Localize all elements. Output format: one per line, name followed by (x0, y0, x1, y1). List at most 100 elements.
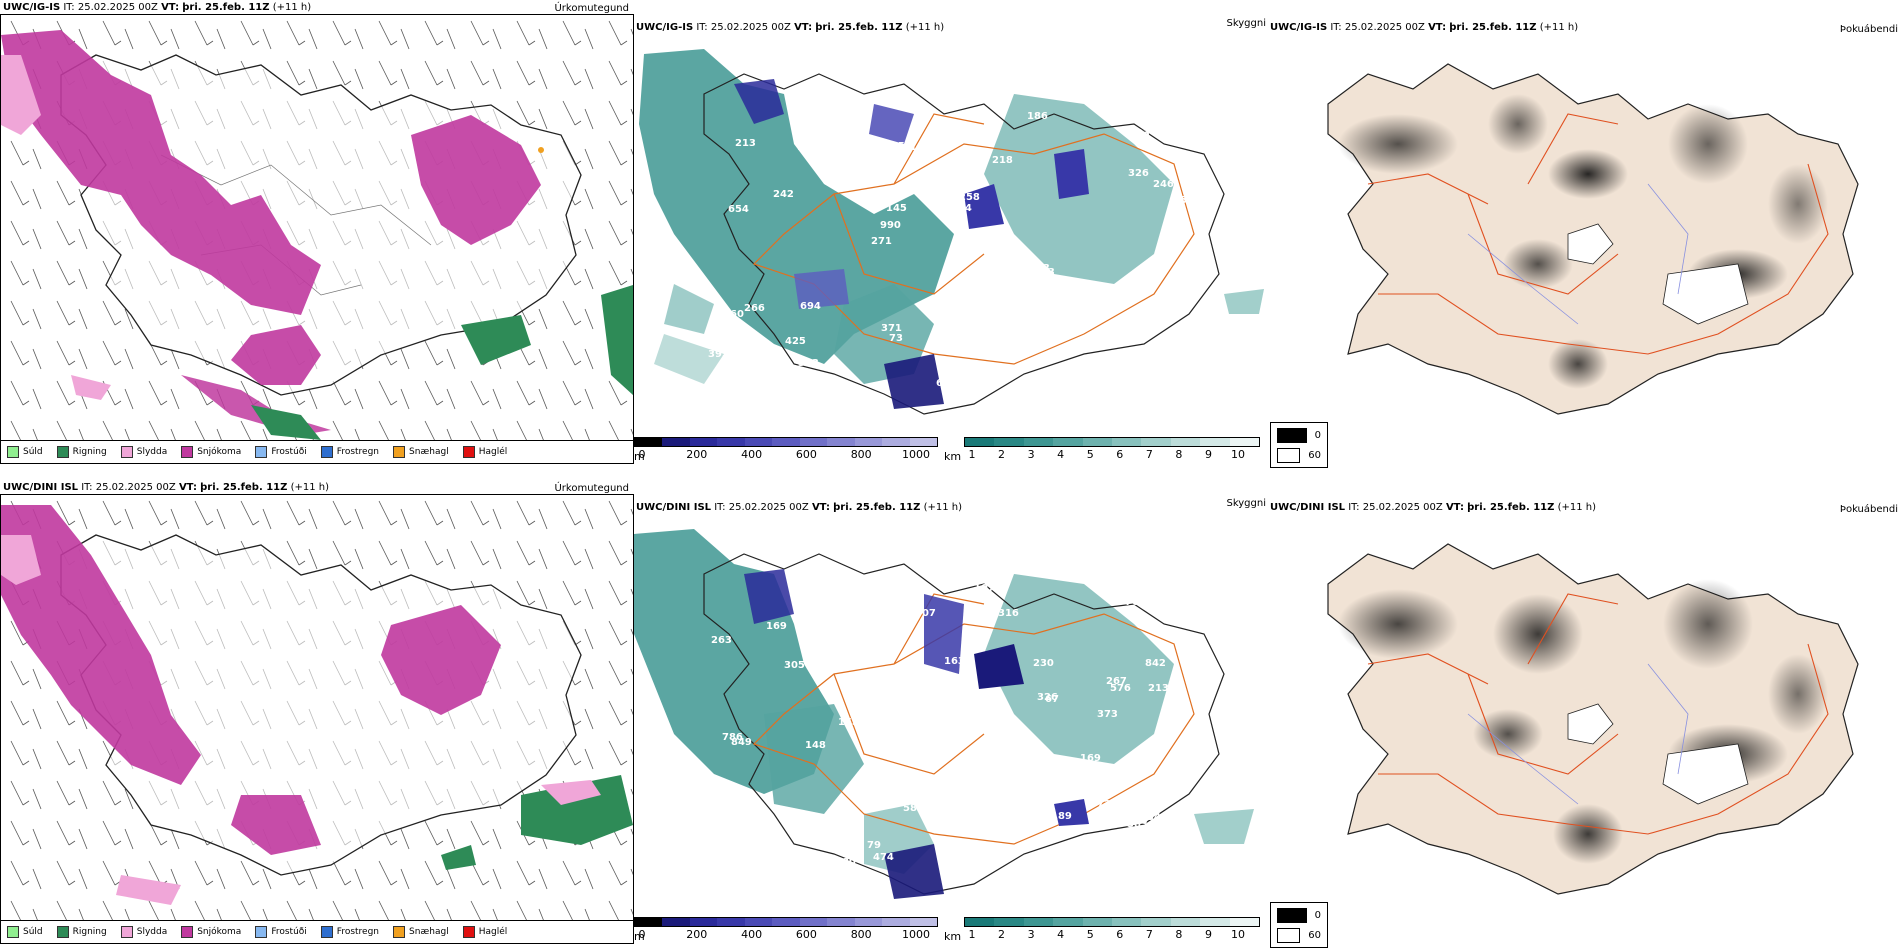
ceiling-value-label: 425 (785, 336, 806, 347)
ceiling-value-label: 760 (1125, 597, 1146, 608)
ceiling-value-label: 148 (805, 740, 826, 751)
colorbar-tick: 800 (850, 928, 872, 941)
ceiling-value-label: 293 (713, 368, 734, 379)
ceiling-value-label: 233 (1034, 267, 1055, 278)
panel-header: UWC/DINI ISL IT: 25.02.2025 00Z VT: þri.… (3, 482, 330, 493)
lead-time: (+11 h) (272, 2, 312, 13)
ceiling-value-label: 213 (735, 138, 756, 149)
ceiling-value-label: 990 (880, 220, 901, 231)
ceiling-value-label: 576 (1110, 683, 1131, 694)
ceiling-value-label: 267 (1106, 676, 1127, 687)
ceiling-value-label: 169 (1080, 753, 1101, 764)
visibility-map: 721 842 454 163 283 741 267 315 760 305 213 263 373 4… (634, 529, 1254, 899)
ceiling-value-label: 474 (873, 852, 894, 863)
ceiling-value-label: 454 (1140, 812, 1161, 823)
colorbar-tick: 6 (1116, 448, 1124, 461)
ceiling-value-label: 923 (1129, 128, 1150, 139)
legend-item: Rigning (56, 446, 107, 458)
it-value: 25.02.2025 00Z (77, 2, 158, 13)
ceiling-value-label: 180 (752, 367, 773, 378)
colorbar-tick: 5 (1086, 928, 1094, 941)
colorbar-cell (1170, 438, 1201, 446)
legend-item: Haglél (462, 446, 507, 458)
legend-item: Súld (7, 446, 43, 458)
colorbar-cell (689, 918, 718, 926)
legend-item: 0 (1277, 908, 1321, 923)
ceiling-value-label: 213 (1148, 683, 1169, 694)
visibility-map: 944 654 923 271 218 180 155 279 266 668 392 425 191 2… (639, 49, 1264, 415)
ceiling-value-label: 451 (825, 178, 846, 189)
colorbar-tick: 6 (1116, 928, 1124, 941)
vt-value: þri. 25.feb. 11Z (182, 2, 270, 13)
colorbar-cell (1112, 438, 1142, 446)
fog-panel-bottom: UWC/DINI ISL IT: 25.02.2025 00Z VT: þri.… (1268, 494, 1900, 948)
ceiling-value-label: 73 (889, 333, 903, 344)
colorbar-tick: 2 (998, 928, 1006, 941)
colorbar-tick: 800 (850, 448, 872, 461)
colorbar-cell (1200, 438, 1230, 446)
vt-label: VT: (161, 2, 180, 13)
colorbar-cell (662, 438, 690, 446)
colorbar-tick: 10 (1231, 448, 1245, 461)
colorbar-cell (994, 918, 1024, 926)
colorbar-tick: 8 (1175, 448, 1183, 461)
colorbar-tick: 600 (795, 928, 817, 941)
colorbar-cell (994, 438, 1024, 446)
legend-item: Snjókoma (181, 446, 241, 458)
ceiling-value-label: 186 (1027, 111, 1048, 122)
ceiling-value-label: 824 (719, 803, 740, 814)
colorbar-tick: 0 (638, 928, 646, 941)
fog-legend: 0 60 (1270, 422, 1328, 468)
legend-item: Frostregn (320, 446, 379, 458)
colorbar-cell (1229, 438, 1260, 446)
ceiling-value-label: 654 (728, 204, 749, 215)
ceiling-value-label: 220 (999, 292, 1020, 303)
colorbar-tick: 1 (968, 928, 976, 941)
colorbar-cell (799, 918, 828, 926)
colorbar-cell (1229, 918, 1260, 926)
ceiling-value-label: 182 (886, 98, 907, 109)
colorbar-cell (772, 438, 800, 446)
ceiling-value-label: 786 (722, 732, 743, 743)
colorbar-cell (744, 918, 773, 926)
ceiling-value-label: 271 (871, 236, 892, 247)
colorbar-tick: 400 (741, 928, 763, 941)
legend-item: Slydda (120, 926, 167, 938)
ceiling-value-label: 67 (1045, 694, 1059, 705)
legend-item: Frostúði (255, 926, 307, 938)
ceiling-value-label: 175 (1115, 329, 1136, 340)
visibility-unit: km (944, 930, 962, 943)
colorbar-tick: 3 (1027, 928, 1035, 941)
legend-item: Rigning (56, 926, 107, 938)
colorbar-cell (882, 438, 910, 446)
ceiling-value-label: 741 (841, 589, 862, 600)
ceiling-value-label: 371 (881, 323, 902, 334)
ceiling-value-label: 383 (1127, 819, 1148, 830)
ceiling-value-label: 882 (830, 603, 851, 614)
legend-item: Frostregn (320, 926, 379, 938)
ceiling-colorbar: 0 200 400 600 800 1000 (634, 917, 938, 941)
colorbar-cell (1170, 918, 1201, 926)
ceiling-value-label: 279 (933, 170, 954, 181)
fog-map (1327, 63, 1859, 415)
colorbar-cell (965, 918, 995, 926)
ceiling-value-label: 162 (797, 142, 818, 153)
colorbar-cell (635, 438, 663, 446)
ceiling-unit: m (634, 930, 645, 943)
colorbar-tick: 5 (1086, 448, 1094, 461)
ceiling-value-label: 316 (998, 608, 1019, 619)
colorbar-tick: 600 (795, 448, 817, 461)
ceiling-value-label: 191 (896, 142, 917, 153)
colorbar-tick: 9 (1204, 928, 1212, 941)
colorbar-cell (772, 918, 800, 926)
panel-title-visibility: Skyggni (1226, 498, 1266, 509)
ceiling-value-label: 627 (936, 378, 957, 389)
colorbar-cell (1023, 438, 1054, 446)
precip-type-panel-top: UWC/IG-IS IT: 25.02.2025 00Z VT: þri. 25… (0, 2, 634, 464)
ceiling-value-label: 392 (708, 349, 729, 360)
ceiling-value-label: 694 (800, 301, 821, 312)
colorbar-cell (827, 918, 855, 926)
legend-item: Snæhagl (393, 446, 449, 458)
legend-item: Snæhagl (393, 926, 449, 938)
precip-legend: Súld Rigning Slydda Snjókoma Frostúði Fr… (1, 440, 633, 463)
